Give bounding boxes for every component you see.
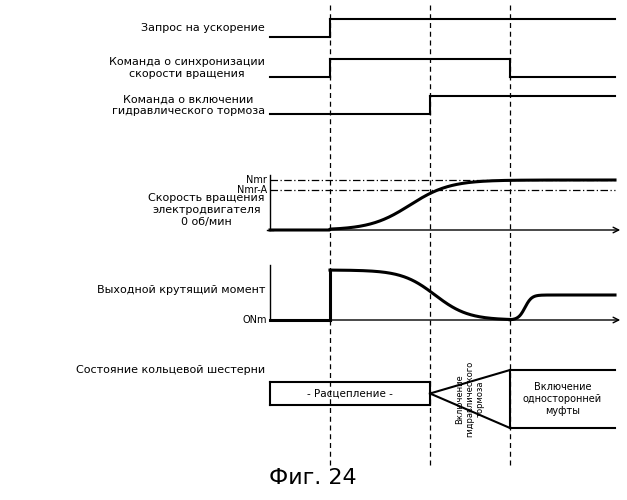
Text: Команда о включении
гидравлического тормоза: Команда о включении гидравлического торм… — [112, 94, 265, 116]
Text: Nmr-A: Nmr-A — [237, 185, 267, 195]
Text: Команда о синхронизации
скорости вращения: Команда о синхронизации скорости вращени… — [109, 57, 265, 79]
Text: Nmr: Nmr — [246, 175, 267, 185]
Text: Включение
односторонней
муфты: Включение односторонней муфты — [523, 382, 602, 416]
Text: Состояние кольцевой шестерни: Состояние кольцевой шестерни — [76, 365, 265, 375]
Text: - Расцепление -: - Расцепление - — [307, 388, 393, 398]
Text: Фиг. 24: Фиг. 24 — [269, 468, 357, 488]
Text: Включение
гидравлического
тормоза: Включение гидравлического тормоза — [455, 361, 485, 437]
Text: Скорость вращения
электродвигателя
0 об/мин: Скорость вращения электродвигателя 0 об/… — [149, 194, 265, 226]
Text: ONm: ONm — [243, 315, 267, 325]
Text: Запрос на ускорение: Запрос на ускорение — [141, 23, 265, 33]
Text: Выходной крутящий момент: Выходной крутящий момент — [97, 285, 265, 295]
